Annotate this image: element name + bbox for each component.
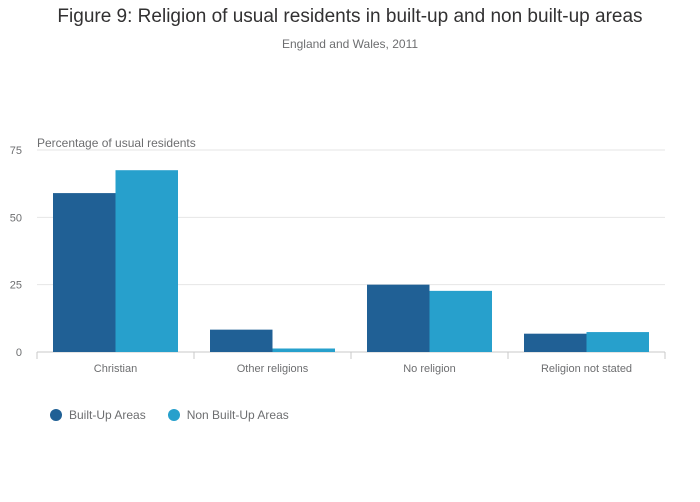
legend-item-non-built-up[interactable]: Non Built-Up Areas	[167, 408, 289, 422]
legend-marker-non-built-up	[167, 409, 180, 421]
y-axis-label: Percentage of usual residents	[37, 136, 196, 150]
bar-non-built-up-2	[429, 290, 492, 352]
y-tick-label-25: 25	[10, 280, 22, 292]
legend-marker-built-up	[50, 409, 62, 421]
x-tick-label-1: Other religions	[237, 363, 309, 375]
x-tick-label-3: Religion not stated	[541, 363, 632, 375]
y-tick-label-0: 0	[16, 347, 22, 359]
chart-title: Figure 9: Religion of usual residents in…	[57, 6, 643, 27]
legend-label-non-built-up: Non Built-Up Areas	[186, 408, 289, 422]
y-tick-label-75: 75	[10, 145, 22, 157]
legend-item-built-up[interactable]: Built-Up Areas	[50, 408, 146, 422]
chart-legend: Built-Up Areas Non Built-Up Areas	[50, 408, 311, 422]
x-tick-label-0: Christian	[94, 363, 137, 375]
bar-built-up-0	[53, 193, 116, 352]
y-tick-label-50: 50	[10, 212, 22, 224]
bar-non-built-up-1	[272, 348, 335, 352]
bar-built-up-2	[367, 284, 430, 352]
bar-non-built-up-3	[586, 332, 649, 352]
x-tick-label-2: No religion	[403, 363, 456, 375]
bar-built-up-1	[210, 329, 273, 352]
bar-non-built-up-0	[115, 170, 178, 352]
chart-subtitle: England and Wales, 2011	[281, 37, 419, 51]
legend-label-built-up: Built-Up Areas	[69, 408, 146, 422]
bar-built-up-3	[524, 333, 587, 352]
